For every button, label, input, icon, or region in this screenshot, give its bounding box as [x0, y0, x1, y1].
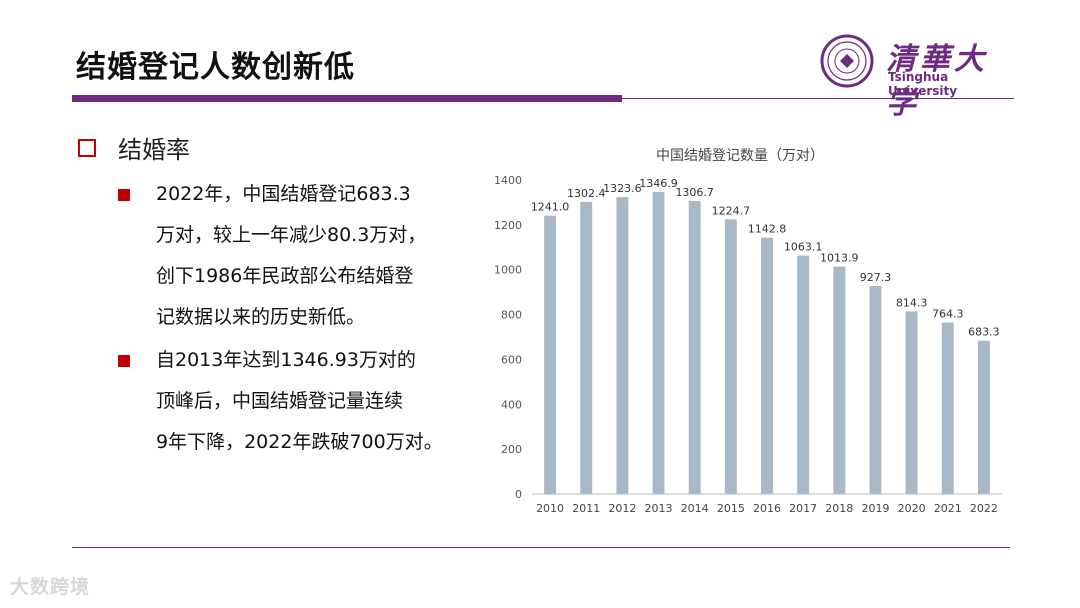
data-label: 927.3 — [860, 271, 892, 284]
logo-english-text: Tsinghua University — [888, 70, 958, 98]
data-label: 1063.1 — [784, 241, 823, 254]
bullet-line: 记数据以来的历史新低。 — [156, 306, 366, 328]
bullet-item: 2022年，中国结婚登记683.3 万对，较上一年减少80.3万对， 创下198… — [118, 174, 478, 344]
bullet-line: 自2013年达到1346.93万对的 — [156, 349, 416, 371]
data-label: 1306.7 — [675, 186, 714, 199]
x-tick-label: 2022 — [970, 502, 998, 515]
tsinghua-seal-icon — [820, 34, 874, 88]
data-label: 1224.7 — [712, 204, 751, 217]
y-tick-label: 600 — [501, 353, 522, 366]
section-heading: 结婚率 — [78, 130, 190, 165]
bar — [977, 340, 990, 494]
data-label: 814.3 — [896, 296, 928, 309]
x-tick-label: 2021 — [934, 502, 962, 515]
data-label: 1302.4 — [567, 187, 606, 200]
bar — [905, 311, 918, 494]
tsinghua-logo: 清華大学 Tsinghua University — [820, 34, 1020, 121]
y-tick-label: 1200 — [494, 219, 522, 232]
x-tick-label: 2017 — [789, 502, 817, 515]
y-tick-label: 1400 — [494, 174, 522, 187]
bullet-text: 2022年，中国结婚登记683.3 万对，较上一年减少80.3万对， 创下198… — [156, 174, 486, 338]
title-divider — [72, 95, 622, 102]
x-tick-label: 2016 — [753, 502, 781, 515]
data-label: 1241.0 — [531, 201, 570, 214]
data-label: 1142.8 — [748, 223, 787, 236]
x-tick-label: 2015 — [717, 502, 745, 515]
bar — [724, 219, 737, 494]
bar — [833, 266, 846, 494]
bar — [688, 200, 701, 495]
square-bullet-icon — [118, 189, 130, 201]
page-title: 结婚登记人数创新低 — [76, 50, 355, 85]
x-tick-label: 2014 — [681, 502, 709, 515]
bullet-line: 9年下降，2022年跌破700万对。 — [156, 431, 443, 453]
section-label: 结婚率 — [118, 136, 190, 164]
bar — [544, 215, 557, 494]
bullet-line: 2022年，中国结婚登记683.3 — [156, 183, 411, 205]
data-label: 1013.9 — [820, 252, 859, 265]
y-tick-label: 800 — [501, 309, 522, 322]
bullet-text: 自2013年达到1346.93万对的 顶峰后，中国结婚登记量连续 9年下降，20… — [156, 340, 486, 463]
x-tick-label: 2020 — [898, 502, 926, 515]
title-divider-thin — [622, 98, 1014, 99]
bar — [616, 197, 629, 494]
logo-chinese-text: 清華大学 — [886, 42, 988, 121]
x-tick-label: 2019 — [861, 502, 889, 515]
bar — [761, 237, 773, 494]
data-label: 1323.6 — [603, 182, 642, 195]
x-tick-label: 2013 — [645, 502, 673, 515]
data-label: 1346.9 — [639, 177, 678, 190]
bullet-line: 万对，较上一年减少80.3万对， — [156, 224, 427, 246]
bar — [869, 286, 882, 494]
x-tick-label: 2012 — [608, 502, 636, 515]
x-tick-label: 2011 — [572, 502, 600, 515]
y-tick-label: 0 — [515, 488, 522, 501]
y-tick-label: 400 — [501, 398, 522, 411]
data-label: 764.3 — [932, 308, 964, 321]
footer-divider — [72, 547, 1010, 548]
x-tick-label: 2010 — [536, 502, 564, 515]
bullet-line: 顶峰后，中国结婚登记量连续 — [156, 390, 404, 412]
data-label: 683.3 — [968, 326, 1000, 339]
bar — [941, 322, 954, 494]
bar — [652, 191, 665, 494]
x-tick-label: 2018 — [825, 502, 853, 515]
bar — [797, 255, 810, 494]
bar — [580, 201, 593, 494]
chart-title: 中国结婚登记数量（万对） — [656, 148, 824, 164]
bullet-line: 创下1986年民政部公布结婚登 — [156, 265, 414, 287]
watermark: 大数跨境 — [10, 576, 91, 598]
bullet-item: 自2013年达到1346.93万对的 顶峰后，中国结婚登记量连续 9年下降，20… — [118, 340, 478, 470]
square-bullet-icon — [118, 355, 130, 367]
checkbox-bullet-icon — [78, 138, 96, 157]
marriage-bar-chart: 中国结婚登记数量（万对） 0 200 400 600 800 1000 1200 1400 124… — [494, 148, 1002, 515]
y-tick-label: 1000 — [494, 264, 522, 277]
y-tick-label: 200 — [501, 443, 522, 456]
